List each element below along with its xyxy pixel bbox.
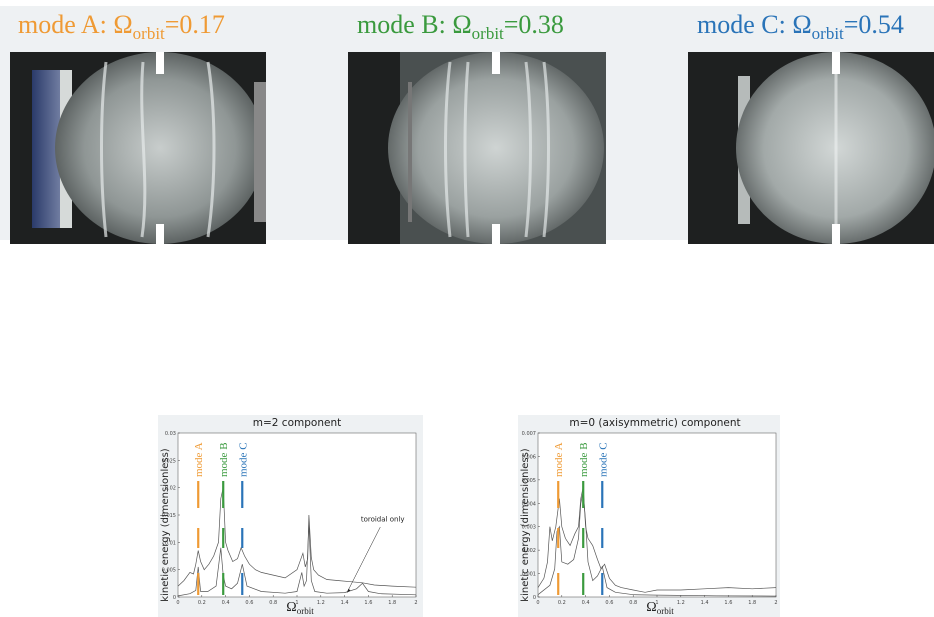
mode-c-subscript: orbit <box>811 24 844 43</box>
m0-xtick-label: 1 <box>655 600 658 606</box>
m0-xtick-label: 0.8 <box>629 600 637 606</box>
m2-xtick-label: 0.8 <box>269 600 277 606</box>
mode-b-title: mode B: Ωorbit=0.38 <box>357 10 564 44</box>
mode-a-title: mode A: Ωorbit=0.17 <box>18 10 225 44</box>
m0-xtick-label: 1.8 <box>748 600 756 606</box>
mode-b-experiment-photo <box>348 52 606 244</box>
m2-chart-ylabel: kinetic energy (dimensionless) <box>160 448 171 602</box>
m0-chart-svg: m=0 (axisymmetric) component kinetic ene… <box>520 417 778 616</box>
m0-xtick-label: 1.6 <box>724 600 732 606</box>
m0-chart-xlabel: Ωorbit <box>646 600 674 616</box>
m0-mode-b-label: mode B <box>578 442 590 477</box>
m2-ytick-label: 0.025 <box>162 458 176 464</box>
m0-chart-plot: 0 0.2 0.4 0.6 0.8 1 1.2 1.4 1.6 1.8 2 0 0.001 0.002 0.… <box>522 431 778 606</box>
m2-xtick-label: 1.4 <box>341 600 349 606</box>
mode-a-experiment-photo <box>10 52 266 244</box>
m2-mode-c-label: mode C <box>237 442 249 477</box>
mode-a-value: =0.17 <box>164 10 225 39</box>
m0-ytick-label: 0.005 <box>522 478 536 484</box>
m0-plot-area <box>537 432 777 598</box>
m0-xtick-label: 0.4 <box>582 600 590 606</box>
m2-xtick-label: 2 <box>414 600 417 606</box>
m0-xtick-label: 2 <box>774 600 777 606</box>
mode-b-prefix: mode B: Ω <box>357 10 472 39</box>
m2-ytick-label: 0.03 <box>165 431 176 437</box>
m0-ytick-label: 0 <box>533 595 536 601</box>
mode-a-prefix: mode A: Ω <box>18 10 133 39</box>
m2-xtick-label: 1.8 <box>388 600 396 606</box>
m0-mode-c-label: mode C <box>597 442 609 477</box>
m0-mode-a-label: mode A <box>553 442 565 477</box>
m2-annotation-arrowhead <box>346 588 351 593</box>
m2-chart-xlabel-main: Ω <box>286 600 296 615</box>
m2-xtick-label: 1 <box>295 600 298 606</box>
m2-xtick-label: 0 <box>176 600 179 606</box>
m2-xtick-label: 1.6 <box>364 600 372 606</box>
m0-chart-ylabel: kinetic energy (dimensionless) <box>520 448 531 602</box>
m2-chart-svg: m=2 component kinetic energy (dimensionl… <box>160 417 418 616</box>
m2-ytick-label: 0.02 <box>165 486 176 492</box>
m2-xtick-label: 0.2 <box>198 600 206 606</box>
mode-b-subscript: orbit <box>471 24 504 43</box>
mode-a-subscript: orbit <box>132 24 165 43</box>
m2-annotation: toroidal only <box>361 516 405 524</box>
m0-xtick-label: 1.4 <box>701 600 709 606</box>
m0-series-1-line <box>537 486 777 593</box>
m0-ytick-label: 0.002 <box>522 548 536 554</box>
m2-xtick-label: 0.4 <box>222 600 230 606</box>
mode-c-experiment-photo <box>688 52 934 244</box>
m2-series-1-line <box>177 487 417 588</box>
m2-chart-xlabel: Ωorbit <box>286 600 314 616</box>
m0-chart-title: m=0 (axisymmetric) component <box>569 417 740 429</box>
m2-ytick-label: 0 <box>173 595 176 601</box>
m2-xtick-label: 0.6 <box>245 600 253 606</box>
m0-xtick-label: 0.6 <box>605 600 613 606</box>
m0-ytick-label: 0.003 <box>522 525 536 531</box>
m0-xtick-label: 1.2 <box>677 600 685 606</box>
m0-ytick-label: 0.001 <box>522 572 536 578</box>
m2-ytick-label: 0.005 <box>162 568 176 574</box>
m2-mode-b-label: mode B <box>218 442 230 477</box>
m2-chart: m=2 component kinetic energy (dimensionl… <box>158 415 423 617</box>
mode-b-value: =0.38 <box>503 10 564 39</box>
m0-ytick-label: 0.007 <box>522 431 536 437</box>
m2-annotation-arrow <box>346 526 381 593</box>
mode-c-prefix: mode C: Ω <box>697 10 812 39</box>
m2-mode-a-label: mode A <box>193 442 205 477</box>
m0-chart: m=0 (axisymmetric) component kinetic ene… <box>518 415 780 617</box>
m2-series-2-line <box>177 523 417 597</box>
m2-ytick-label: 0.015 <box>162 513 176 519</box>
m2-chart-title: m=2 component <box>253 417 341 429</box>
m0-chart-xlabel-main: Ω <box>646 600 656 615</box>
m0-xtick-label: 0 <box>536 600 539 606</box>
mode-c-title: mode C: Ωorbit=0.54 <box>697 10 904 44</box>
m0-ytick-label: 0.004 <box>522 501 536 507</box>
m2-chart-plot: 0 0.2 0.4 0.6 0.8 1 1.2 1.4 1.6 1.8 2 0 0.005 0.01 0.0… <box>162 431 418 606</box>
m2-chart-xlabel-sub: orbit <box>297 606 314 616</box>
m0-ytick-label: 0.006 <box>522 454 536 460</box>
mode-c-value: =0.54 <box>843 10 904 39</box>
m0-chart-xlabel-sub: orbit <box>657 606 674 616</box>
m2-ytick-label: 0.01 <box>165 540 176 546</box>
m2-xtick-label: 1.2 <box>317 600 325 606</box>
m0-xtick-label: 0.2 <box>558 600 566 606</box>
